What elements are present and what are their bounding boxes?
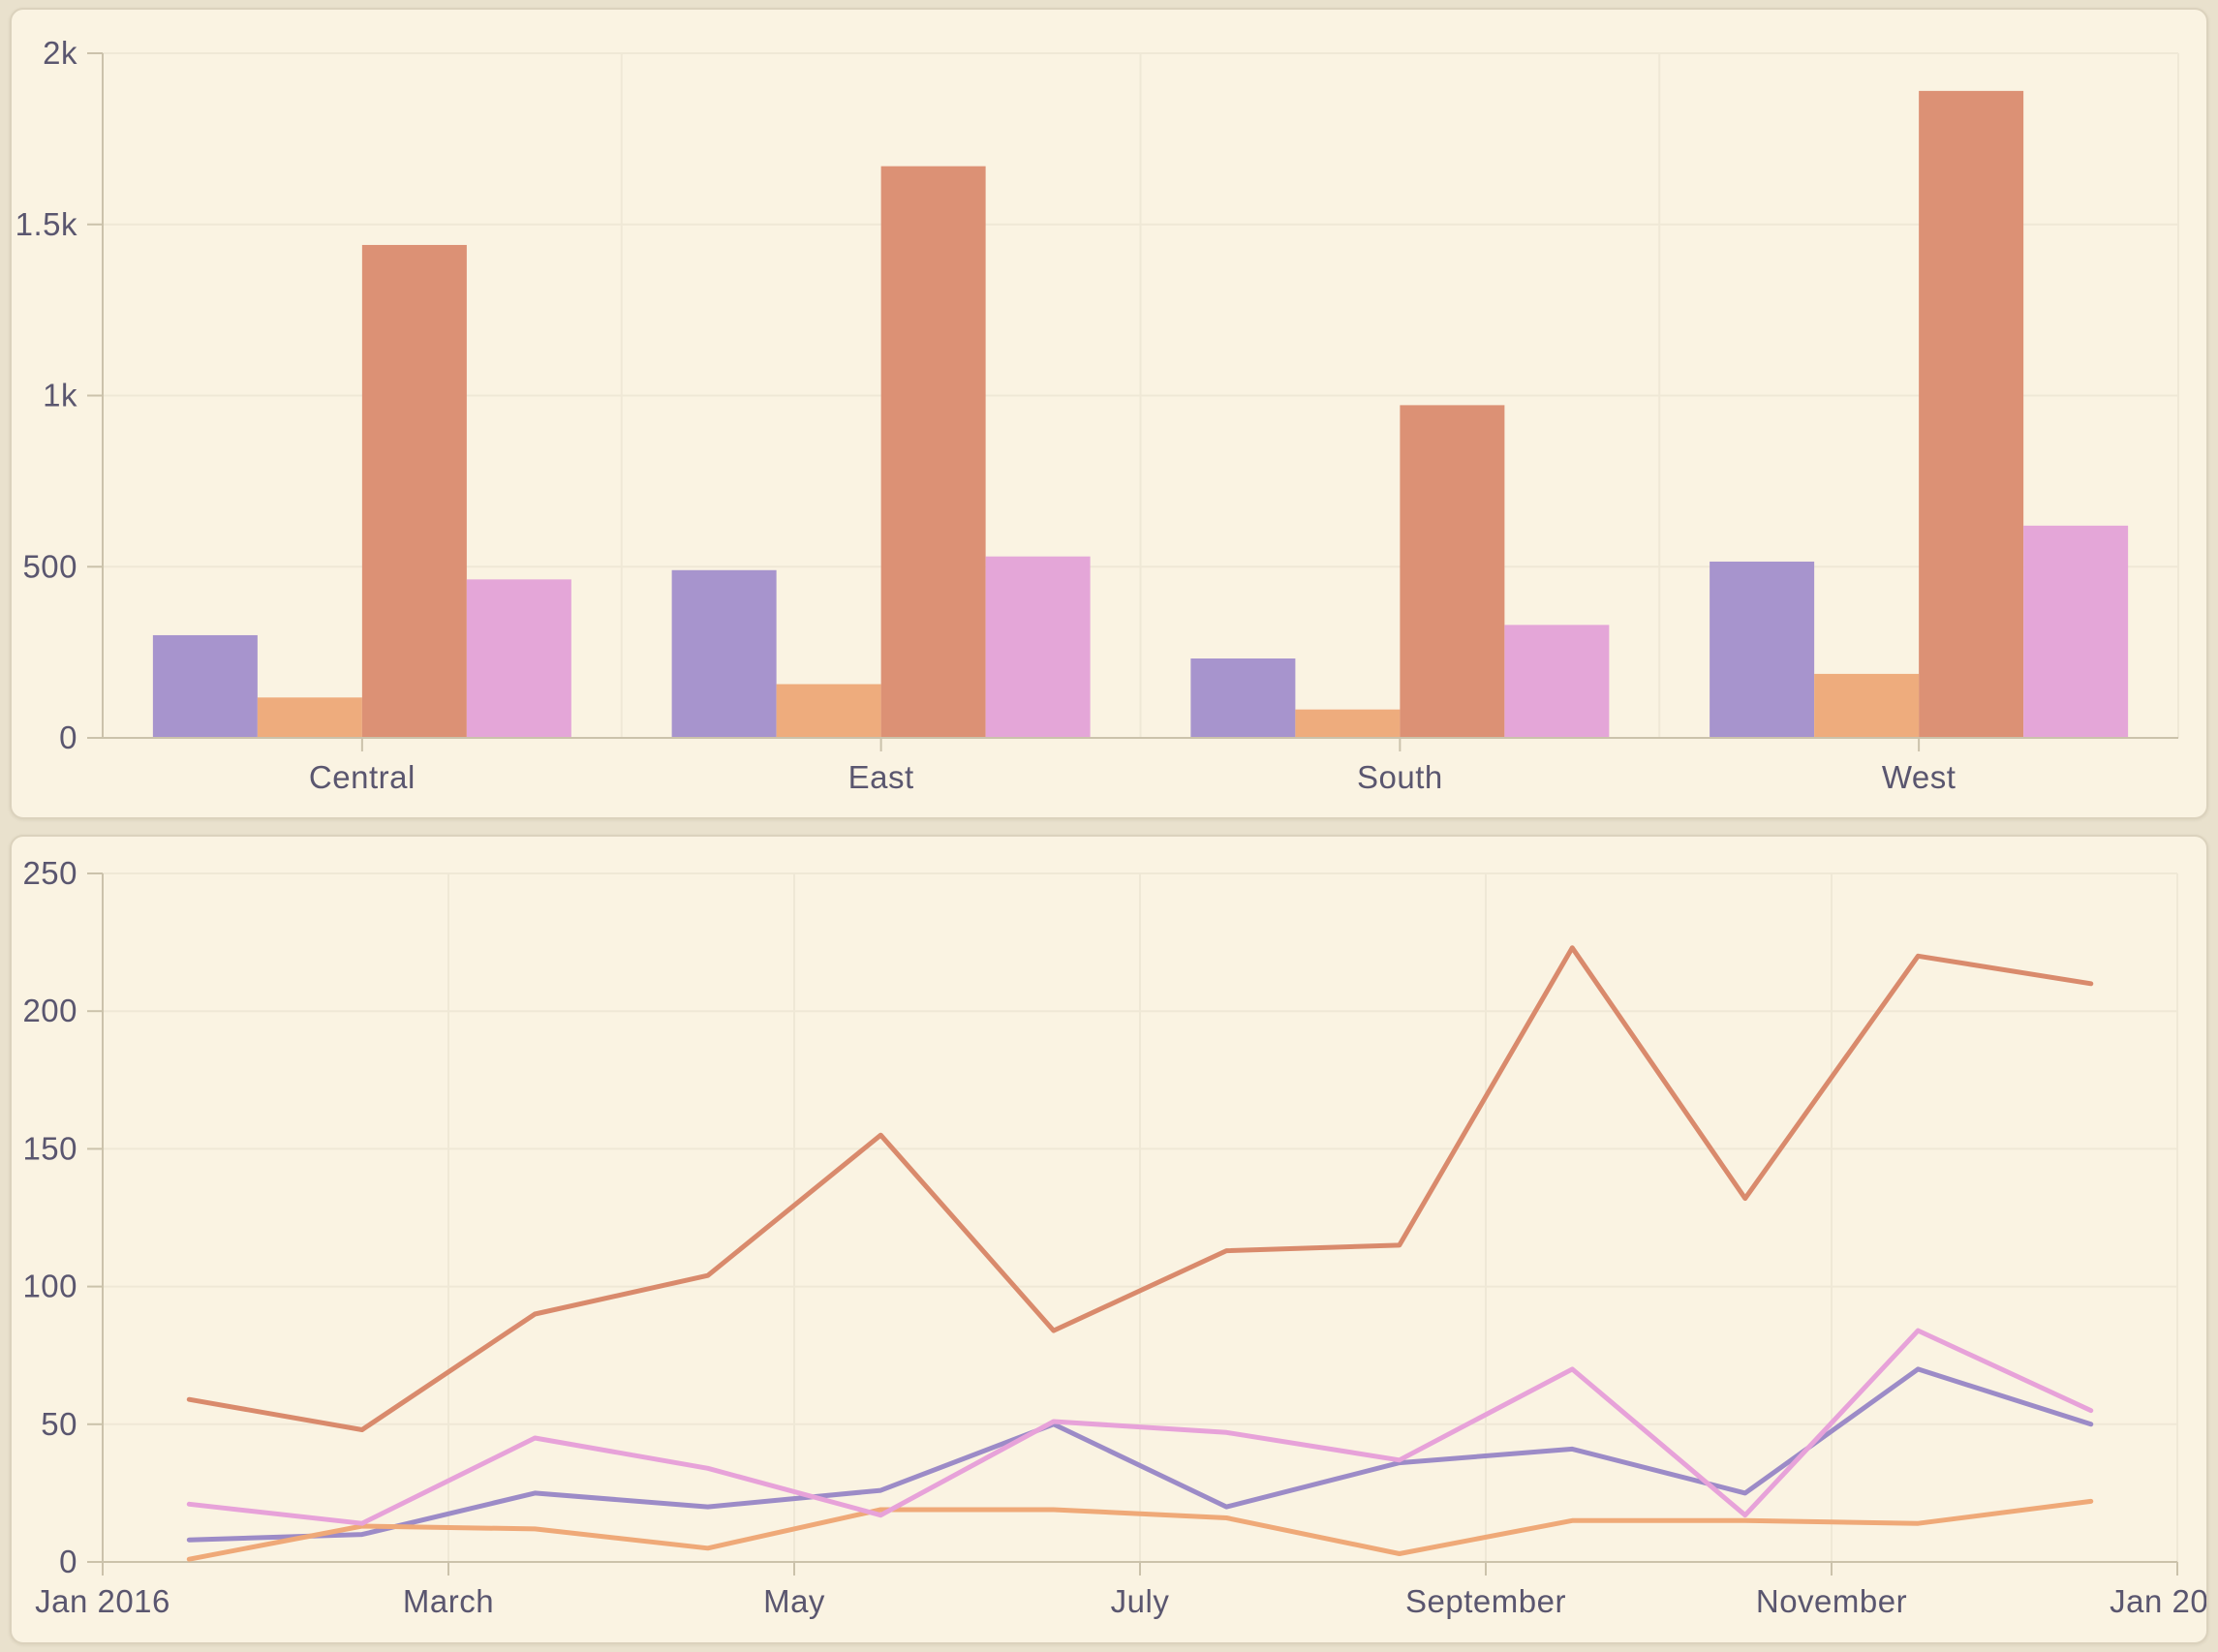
bar-chart-panel: 0 500 1k 1.5k 2k Central East South West <box>10 8 2208 819</box>
bar-east-salmon-series[interactable] <box>880 166 986 738</box>
bar-central-purple-series[interactable] <box>152 634 258 738</box>
line-sandy-series[interactable] <box>186 1498 2094 1562</box>
line-chart-x-tick-label: September <box>1405 1583 1566 1619</box>
line-chart-y-tick-label: 0 <box>59 1544 77 1579</box>
bar-chart-canvas[interactable]: 0 500 1k 1.5k 2k Central East South West <box>12 10 2206 817</box>
bar-chart-category-label: Central <box>309 759 416 795</box>
line-chart-x-tick-label: Jan 2016 <box>35 1583 170 1619</box>
bar-chart-category-label: South <box>1357 759 1443 795</box>
line-purple-series[interactable] <box>186 1366 2094 1543</box>
bar-central-orchid-series[interactable] <box>466 579 571 738</box>
bar-east-orchid-series[interactable] <box>985 556 1091 738</box>
bar-chart-y-tick-label: 1.5k <box>15 206 77 242</box>
bar-chart-y-tick-label: 0 <box>59 719 77 755</box>
line-chart-x-tick-label: March <box>403 1583 494 1619</box>
line-chart-y-tick-label: 150 <box>22 1130 77 1166</box>
bar-west-sandy-series[interactable] <box>1814 673 1920 738</box>
line-chart-canvas[interactable]: 0 50 100 150 200 250 Jan 2016 March May July Septe… <box>12 837 2206 1642</box>
bar-chart-y-tick-label: 1k <box>43 378 77 413</box>
line-chart-y-tick-label: 100 <box>22 1269 77 1304</box>
line-salmon-series[interactable] <box>186 945 2094 1432</box>
bar-chart-y-tick-label: 2k <box>43 35 77 71</box>
bar-west-orchid-series[interactable] <box>2023 525 2129 738</box>
bar-central-sandy-series[interactable] <box>257 697 362 738</box>
bar-central-salmon-series[interactable] <box>361 244 467 738</box>
bar-chart-y-tick-label: 500 <box>22 548 77 584</box>
bar-chart-category-label: East <box>848 759 914 795</box>
line-chart-x-tick-label: May <box>763 1583 825 1619</box>
bar-south-sandy-series[interactable] <box>1295 709 1401 738</box>
line-chart-y-tick-label: 50 <box>41 1406 77 1442</box>
line-chart-x-tick-label: July <box>1111 1583 1170 1619</box>
bar-south-orchid-series[interactable] <box>1504 625 1610 738</box>
bar-east-sandy-series[interactable] <box>776 684 881 738</box>
line-chart-x-tick-label: November <box>1756 1583 1907 1619</box>
bar-west-purple-series[interactable] <box>1710 561 1815 738</box>
line-orchid-series[interactable] <box>186 1328 2094 1526</box>
bar-south-purple-series[interactable] <box>1190 658 1296 738</box>
line-chart-panel: 0 50 100 150 200 250 Jan 2016 March May July Septe… <box>10 835 2208 1644</box>
bar-west-salmon-series[interactable] <box>1919 90 2024 738</box>
line-chart-x-tick-label: Jan 2017 <box>2110 1583 2206 1619</box>
line-chart-y-tick-label: 200 <box>22 993 77 1028</box>
bar-east-purple-series[interactable] <box>671 569 777 738</box>
bar-south-salmon-series[interactable] <box>1400 405 1505 738</box>
bar-chart-category-label: West <box>1882 759 1956 795</box>
line-chart-y-tick-label: 250 <box>22 855 77 891</box>
